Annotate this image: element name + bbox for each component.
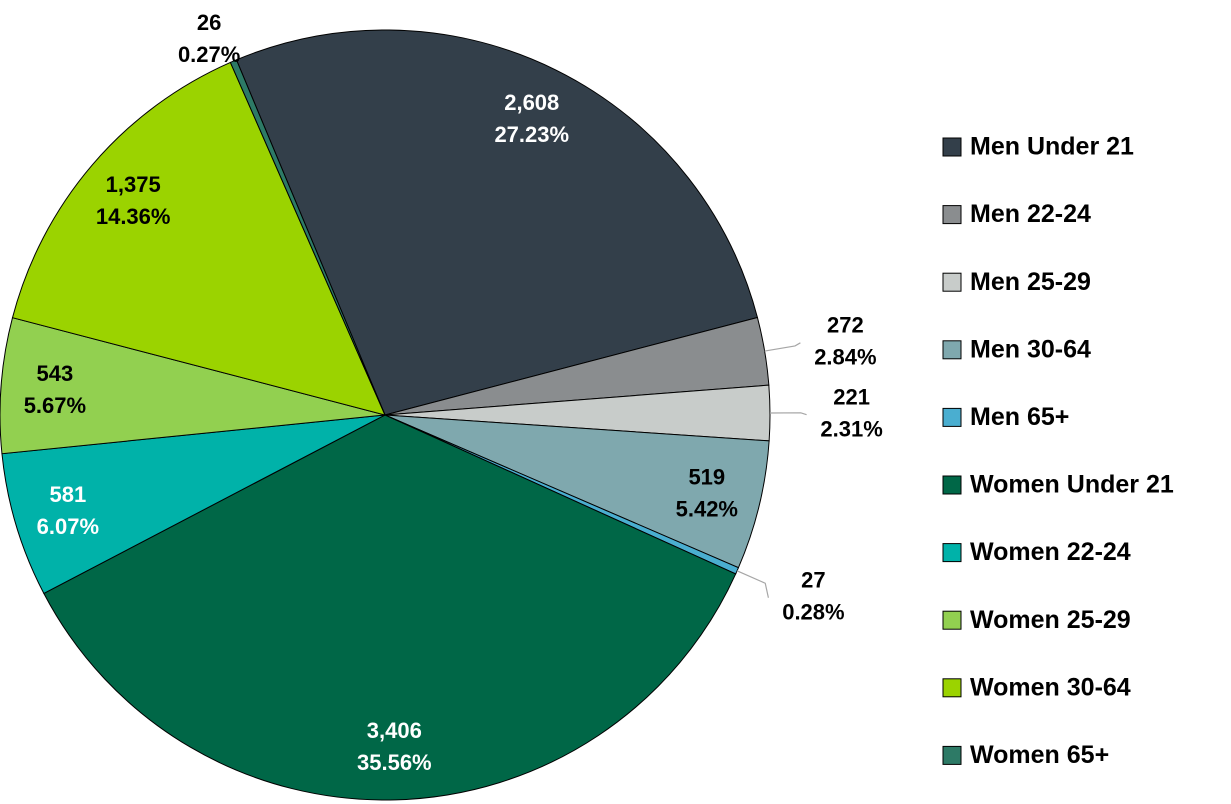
percent-label: 2.31% xyxy=(820,416,882,441)
pie-slice xyxy=(43,414,737,801)
legend-label: Women Under 21 xyxy=(970,471,1174,499)
data-label: 26 xyxy=(197,10,221,35)
legend-swatch xyxy=(942,610,962,630)
pie-slice xyxy=(0,317,386,455)
pie-slice xyxy=(229,59,386,416)
legend-swatch xyxy=(942,543,962,563)
legend-label: Men 22-24 xyxy=(970,200,1091,228)
legend-swatch xyxy=(942,137,962,157)
pie-slice xyxy=(1,414,386,595)
legend-label: Men Under 21 xyxy=(970,133,1134,161)
percent-label: 2.84% xyxy=(814,345,876,370)
percent-label: 0.28% xyxy=(782,600,844,625)
legend-label: Women 65+ xyxy=(970,741,1109,769)
data-label: 272 xyxy=(827,313,864,338)
leader-line xyxy=(736,570,769,598)
data-label: 221 xyxy=(833,384,870,409)
legend-swatch xyxy=(942,340,962,360)
percent-label: 0.27% xyxy=(178,42,240,67)
data-label: 3,406 xyxy=(367,718,422,743)
percent-label: 14.36% xyxy=(96,204,171,229)
percent-label: 6.07% xyxy=(37,514,99,539)
leader-line xyxy=(769,412,807,416)
legend-swatch xyxy=(942,745,962,765)
pie-slice xyxy=(11,61,386,416)
legend-label: Men 30-64 xyxy=(970,335,1091,363)
legend-swatch xyxy=(942,205,962,225)
legend-swatch xyxy=(942,407,962,427)
percent-label: 5.67% xyxy=(24,393,86,418)
data-label: 1,375 xyxy=(106,172,161,197)
legend-label: Women 30-64 xyxy=(970,673,1131,701)
percent-label: 27.23% xyxy=(494,122,569,147)
pie-slice xyxy=(384,414,770,569)
pie-slice xyxy=(235,29,759,416)
data-label: 27 xyxy=(801,568,825,593)
percent-label: 35.56% xyxy=(357,750,432,775)
data-label: 2,608 xyxy=(504,90,559,115)
leader-line xyxy=(764,342,801,352)
legend-swatch xyxy=(942,272,962,292)
data-label: 543 xyxy=(37,361,74,386)
legend-label: Men 65+ xyxy=(970,403,1069,431)
legend-label: Women 22-24 xyxy=(970,538,1131,566)
data-label: 519 xyxy=(688,465,725,490)
data-label: 581 xyxy=(49,482,86,507)
percent-label: 5.42% xyxy=(676,497,738,522)
legend-swatch xyxy=(942,678,962,698)
legend-swatch xyxy=(942,475,962,495)
legend-label: Women 25-29 xyxy=(970,606,1131,634)
legend-label: Men 25-29 xyxy=(970,268,1091,296)
